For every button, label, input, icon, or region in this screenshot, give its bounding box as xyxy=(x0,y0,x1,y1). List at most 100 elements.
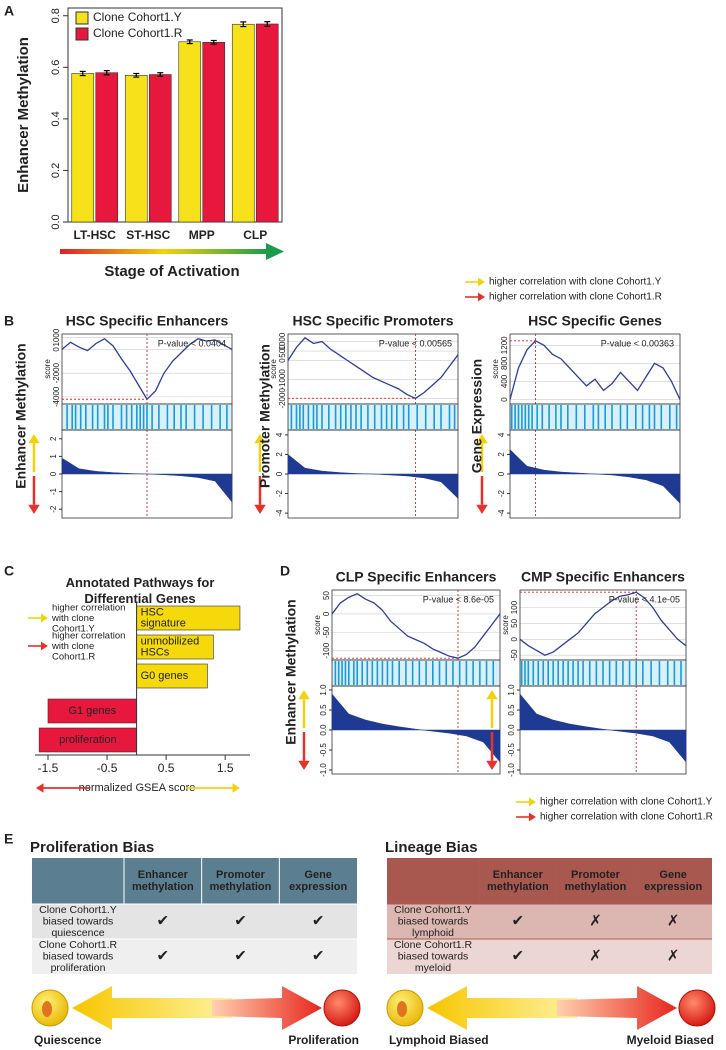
text-line: Clone Cohort1.R xyxy=(39,939,118,951)
y-tick-label: 1000 xyxy=(52,328,61,346)
metric-area xyxy=(331,693,501,763)
legend-swatch xyxy=(75,27,89,41)
table-cell: ✔ xyxy=(157,947,170,964)
table-cell: ✗ xyxy=(589,947,602,964)
end-label: Quiescence xyxy=(34,1033,102,1047)
table-header-bg xyxy=(387,858,712,904)
bar xyxy=(148,74,172,223)
arrow-head xyxy=(36,783,44,793)
y-axis-label: Gene Expression xyxy=(469,359,485,473)
active-cell xyxy=(323,989,361,1027)
text-line: unmobilized xyxy=(141,635,200,647)
text-line: Gene xyxy=(659,869,687,881)
x-tick-label: ST-HSC xyxy=(126,228,170,242)
error-bar xyxy=(133,72,140,78)
score-label: score xyxy=(313,615,322,635)
text-line: Clone Cohort1.Y xyxy=(394,904,472,916)
text-line: biased towards xyxy=(43,950,114,962)
table-row-bg xyxy=(387,939,712,974)
metric-tick-label: 0 xyxy=(497,471,506,476)
table-cell: ✗ xyxy=(667,947,680,964)
y-tick-label: -50 xyxy=(322,626,331,638)
text-line: methylation xyxy=(210,881,272,893)
row-label: Clone Cohort1.R biased towards myeloid xyxy=(394,939,473,974)
text-line: quiescence xyxy=(51,927,104,939)
error-bar xyxy=(210,39,217,45)
chart-title: HSC Specific Genes xyxy=(528,313,662,329)
bar xyxy=(136,663,208,689)
bar-label: G1 genes xyxy=(68,705,116,717)
y-tick-label: 0.2 xyxy=(50,163,62,178)
arrow-head xyxy=(478,277,485,287)
text-line: methylation xyxy=(487,881,549,893)
y-tick-label: 0.4 xyxy=(50,111,62,126)
panel-label: B xyxy=(4,313,14,329)
y-tick-label: -100 xyxy=(322,642,331,659)
y-tick-label: 0 xyxy=(52,347,61,352)
table-header: Enhancer methylation xyxy=(487,869,549,893)
y-tick-label: -2000 xyxy=(52,362,61,383)
x-tick-label: -1.5 xyxy=(38,761,59,775)
left-arrow xyxy=(72,986,232,1030)
legend-text: higher correlation with clone Cohort1.Y xyxy=(51,602,125,634)
table-header: Gene expression xyxy=(289,869,347,893)
arrow-head xyxy=(298,690,310,700)
error-bar xyxy=(157,72,164,77)
score-label: score xyxy=(501,615,510,635)
x-tick-label: CLP xyxy=(243,228,267,242)
table-header: Gene expression xyxy=(644,869,702,893)
metric-area xyxy=(519,693,687,763)
table-cell: ✔ xyxy=(512,912,525,929)
barcode-bg xyxy=(331,659,501,687)
table-cell: ✗ xyxy=(589,912,602,929)
barcode-bg xyxy=(509,403,681,431)
text-line: biased towards xyxy=(43,915,114,927)
legend-text: higher correlation with clone Cohort1.R xyxy=(489,292,662,303)
arrow-head xyxy=(486,760,498,770)
metric-tick-label: 0.5 xyxy=(319,704,328,716)
x-tick-label: 1.5 xyxy=(217,761,234,775)
cell-nucleus xyxy=(42,1001,52,1017)
text-line: methylation xyxy=(132,881,194,893)
end-label: Proliferation xyxy=(288,1033,359,1047)
bar xyxy=(71,73,95,223)
y-tick-label: 1200 xyxy=(500,336,509,354)
metric-area xyxy=(287,453,459,500)
x-tick-label: LT-HSC xyxy=(74,228,117,242)
text-line: HSCs xyxy=(141,646,170,658)
metric-tick-label: 1.0 xyxy=(507,684,516,696)
error-bar xyxy=(103,70,110,76)
chart-title: HSC Specific Enhancers xyxy=(66,313,229,329)
metric-tick-label: -0.5 xyxy=(507,743,516,757)
table-cell: ✔ xyxy=(234,912,247,929)
metric-tick-label: -1 xyxy=(49,487,58,495)
metric-tick-label: -1.0 xyxy=(507,763,516,777)
y-axis-label: Promoter Methylation xyxy=(257,344,273,488)
arrow-head xyxy=(476,504,488,514)
table-title: Lineage Bias xyxy=(385,839,478,856)
table-title: Proliferation Bias xyxy=(30,839,154,856)
metric-tick-label: 2 xyxy=(497,452,506,457)
text-line: with clone xyxy=(51,641,94,652)
y-tick-label: 0.0 xyxy=(50,214,62,229)
chart-title: CLP Specific Enhancers xyxy=(336,569,497,585)
text-line: Promoter xyxy=(216,869,266,881)
legend-text: higher correlation with clone Cohort1.Y xyxy=(489,277,662,288)
text-line: G0 genes xyxy=(141,670,189,682)
bar xyxy=(231,23,255,223)
metric-tick-label: -2 xyxy=(49,505,58,513)
table-header: Enhancer methylation xyxy=(132,869,194,893)
y-tick-label: 0.6 xyxy=(50,60,62,75)
table-row-bg xyxy=(32,939,357,974)
text-line: myeloid xyxy=(415,962,451,974)
legend-text: higher correlation with clone Cohort1.R xyxy=(51,630,125,662)
y-tick-label: 50 xyxy=(510,618,519,627)
score-label: score xyxy=(269,359,278,379)
metric-tick-label: 4 xyxy=(497,432,506,437)
y-tick-label: 0 xyxy=(510,637,519,642)
y-tick-label: 50 xyxy=(322,591,331,600)
bar xyxy=(38,727,137,753)
text-line: Differential Genes xyxy=(84,591,195,606)
